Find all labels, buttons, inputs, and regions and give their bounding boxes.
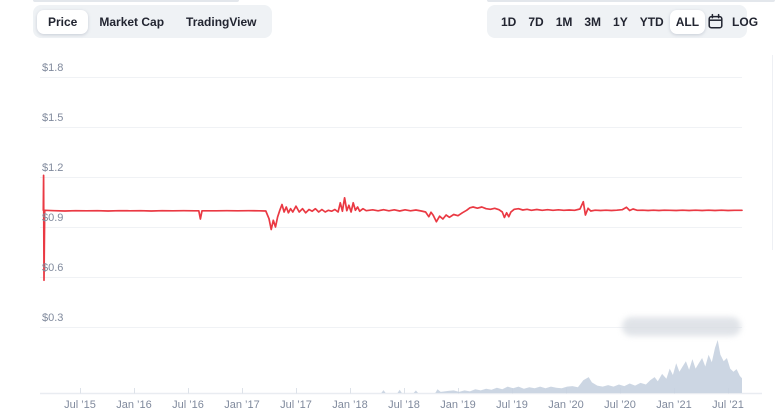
volume-series (381, 340, 742, 393)
range-3m-button[interactable]: 3M (578, 10, 607, 34)
range-1y-button[interactable]: 1Y (607, 10, 634, 34)
log-scale-button[interactable]: LOG (726, 10, 764, 34)
chart-type-toggle-group: Price Market Cap TradingView (33, 5, 272, 38)
x-axis-label: Jan ’19 (440, 399, 476, 411)
x-axis-label: Jan ’18 (332, 399, 368, 411)
date-range-toggle-group: 1D 7D 1M 3M 1Y YTD ALL LOG (487, 5, 758, 38)
x-axis-label: Jan ’21 (656, 399, 692, 411)
page-edge-line (772, 55, 773, 250)
y-axis-label: $1.2 (42, 162, 64, 174)
range-all-button[interactable]: ALL (669, 9, 706, 34)
x-axis-label: Jul ’21 (712, 399, 744, 411)
tab-price[interactable]: Price (37, 9, 89, 34)
x-axis-label: Jul ’20 (604, 399, 636, 411)
x-axis-label: Jan ’16 (116, 399, 152, 411)
range-7d-button[interactable]: 7D (522, 10, 549, 34)
cropped-element-edge-right (487, 0, 775, 2)
calendar-icon[interactable] (705, 11, 726, 32)
tab-market-cap[interactable]: Market Cap (88, 10, 175, 34)
range-ytd-button[interactable]: YTD (634, 10, 670, 34)
y-axis-label: $0.6 (42, 262, 64, 274)
cropped-element-edge-left (33, 0, 239, 2)
y-axis-label: $0.3 (42, 312, 64, 324)
x-axis-label: Jan ’17 (224, 399, 260, 411)
x-axis-label: Jul ’19 (496, 399, 528, 411)
x-axis-label: Jul ’15 (64, 399, 96, 411)
range-1m-button[interactable]: 1M (550, 10, 579, 34)
price-line (42, 174, 743, 282)
blurred-watermark (622, 317, 741, 336)
x-axis-label: Jul ’17 (280, 399, 312, 411)
calendar-icon-glyph (708, 13, 723, 29)
x-axis-label: Jul ’18 (388, 399, 420, 411)
gridlines (40, 77, 742, 328)
x-axis-label: Jan ’20 (548, 399, 584, 411)
x-axis-label: Jul ’16 (172, 399, 204, 411)
y-axis-label: $0.9 (42, 212, 64, 224)
tab-tradingview[interactable]: TradingView (175, 10, 267, 34)
range-1d-button[interactable]: 1D (495, 10, 522, 34)
y-axis-label: $1.8 (42, 62, 64, 74)
y-axis-label: $1.5 (42, 112, 64, 124)
